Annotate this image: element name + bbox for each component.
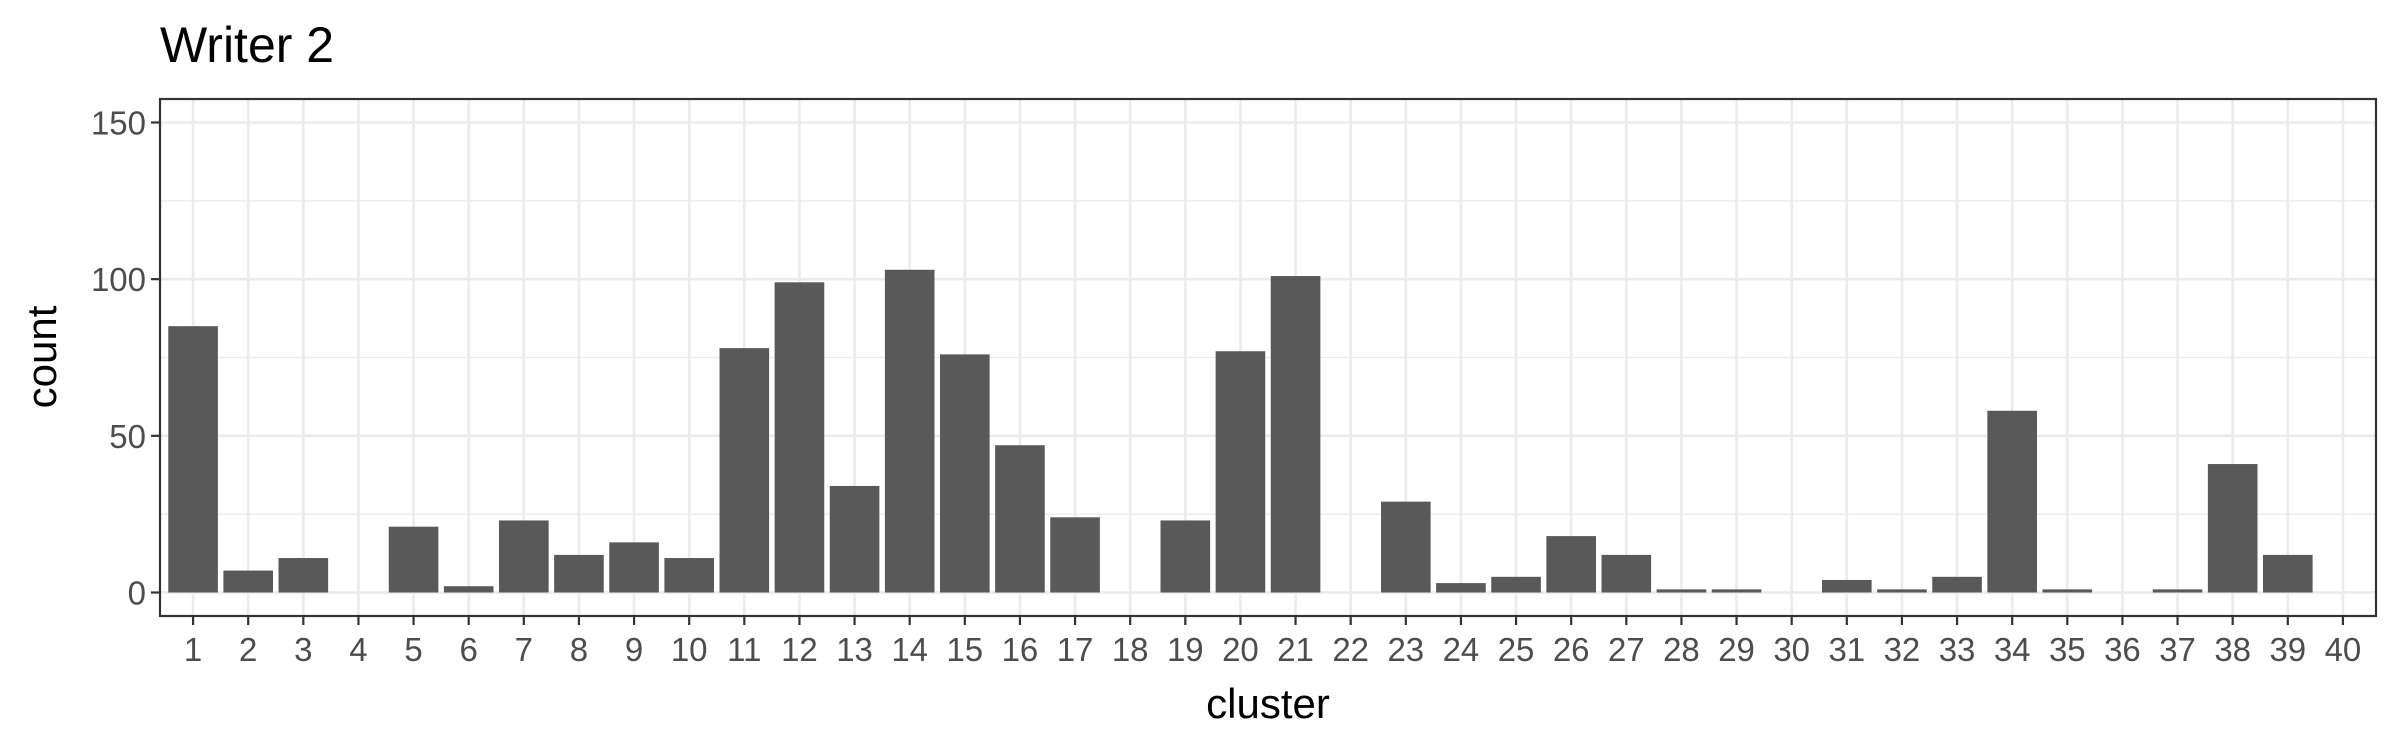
bar-cluster-6 [443, 586, 494, 593]
bar-cluster-29 [1711, 589, 1762, 593]
panel-border [158, 97, 2378, 618]
x-tick-label: 6 [460, 631, 478, 668]
x-tick-label: 8 [570, 631, 588, 668]
bar-cluster-10 [664, 558, 714, 593]
x-tick-label: 15 [946, 631, 983, 668]
bar-cluster-7 [499, 520, 549, 593]
x-tick-label: 12 [781, 631, 818, 668]
y-axis: 0 50 100 150 [91, 105, 160, 612]
x-tick-label: 31 [1828, 631, 1865, 668]
x-tick-label: 30 [1773, 631, 1810, 668]
x-tick-label: 20 [1222, 631, 1259, 668]
x-tick-label: 13 [836, 631, 873, 668]
x-tick-label: 37 [2159, 631, 2196, 668]
x-tick-label: 32 [1884, 631, 1921, 668]
y-tick-label: 50 [109, 418, 146, 455]
bar-cluster-3 [278, 558, 329, 593]
x-tick-label: 35 [2049, 631, 2086, 668]
bar-cluster-1 [168, 326, 218, 593]
bar-cluster-25 [1491, 576, 1541, 593]
x-tick-label: 24 [1443, 631, 1480, 668]
x-tick-label: 33 [1939, 631, 1976, 668]
x-tick-label: 16 [1002, 631, 1039, 668]
x-tick-label: 19 [1167, 631, 1204, 668]
bar-cluster-5 [388, 526, 439, 593]
x-axis: 1 2 3 4 5 6 7 8 9 10 11 12 13 14 15 16 17 18 19 20 21 22 23 24 2… [184, 616, 2361, 668]
x-tick-label: 38 [2214, 631, 2251, 668]
x-tick-label: 1 [184, 631, 202, 668]
x-tick-label: 10 [671, 631, 708, 668]
x-tick-label: 2 [239, 631, 257, 668]
x-tick-label: 26 [1553, 631, 1590, 668]
x-tick-label: 34 [1994, 631, 2031, 668]
bar-cluster-33 [1932, 576, 1982, 593]
x-tick-label: 29 [1718, 631, 1755, 668]
x-tick-label: 36 [2104, 631, 2141, 668]
bar-cluster-23 [1381, 501, 1431, 593]
x-axis-title: cluster [1206, 680, 1330, 727]
y-tick-label: 150 [91, 105, 146, 142]
x-tick-label: 39 [2269, 631, 2306, 668]
bar-cluster-2 [223, 570, 274, 593]
bar-cluster-17 [1050, 517, 1100, 593]
bar-cluster-24 [1436, 583, 1486, 593]
x-tick-label: 3 [294, 631, 312, 668]
chart-title: Writer 2 [160, 17, 334, 73]
x-tick-label: 28 [1663, 631, 1700, 668]
bar-cluster-26 [1546, 536, 1596, 593]
bar-cluster-38 [2207, 464, 2258, 593]
bar-cluster-27 [1601, 554, 1652, 593]
bar-cluster-13 [829, 485, 880, 593]
bar-cluster-11 [719, 348, 770, 593]
bar-cluster-31 [1822, 579, 1872, 593]
x-tick-label: 5 [404, 631, 422, 668]
bar-cluster-39 [2262, 554, 2313, 593]
bar-cluster-37 [2152, 589, 2203, 593]
bar-cluster-12 [774, 282, 825, 593]
bar-cluster-19 [1160, 520, 1211, 593]
x-tick-label: 17 [1057, 631, 1094, 668]
bar-cluster-14 [884, 269, 935, 593]
x-tick-label: 9 [625, 631, 643, 668]
bars [168, 269, 2313, 593]
bar-cluster-15 [940, 354, 990, 593]
bar-cluster-28 [1656, 589, 1707, 593]
bar-cluster-32 [1877, 589, 1927, 593]
x-tick-label: 23 [1387, 631, 1424, 668]
y-axis-title: count [18, 305, 65, 408]
x-tick-label: 14 [891, 631, 928, 668]
bar-cluster-16 [995, 445, 1045, 593]
x-tick-label: 21 [1277, 631, 1314, 668]
x-tick-label: 25 [1498, 631, 1535, 668]
bar-cluster-9 [609, 542, 659, 593]
y-tick-label: 0 [128, 575, 146, 612]
x-tick-label: 7 [515, 631, 533, 668]
x-tick-label: 22 [1332, 631, 1369, 668]
bar-cluster-35 [2042, 589, 2093, 593]
x-tick-label: 40 [2325, 631, 2362, 668]
y-tick-label: 100 [91, 261, 146, 298]
x-tick-label: 4 [349, 631, 367, 668]
grid [160, 99, 2376, 616]
x-tick-label: 18 [1112, 631, 1149, 668]
bar-cluster-20 [1215, 351, 1266, 593]
bar-cluster-8 [554, 554, 604, 593]
x-tick-label: 11 [727, 631, 761, 668]
x-tick-label: 27 [1608, 631, 1645, 668]
bar-cluster-34 [1987, 410, 2037, 593]
bar-cluster-21 [1270, 276, 1321, 593]
